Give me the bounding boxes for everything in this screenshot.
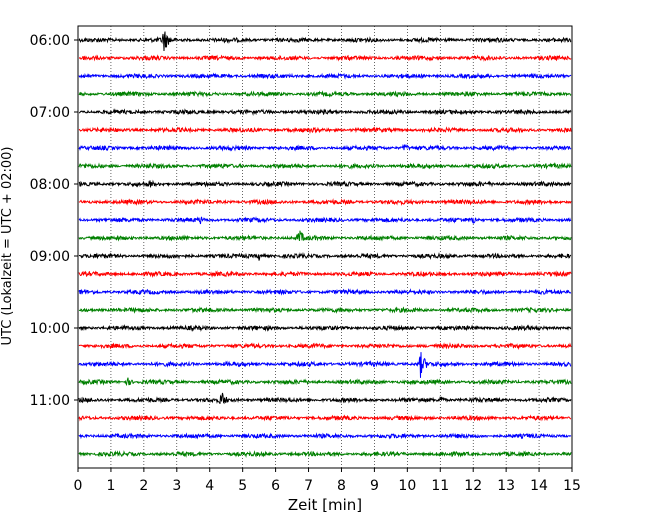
- seismogram-trace: [78, 108, 572, 116]
- y-tick-label: 10:00: [30, 321, 70, 337]
- x-tick-label: 13: [497, 478, 515, 494]
- x-axis-ticks: 0 1 2 3 4 5 6 7 8 9 10 11 12 13 14 15: [74, 468, 581, 494]
- seismogram-trace: [78, 31, 572, 52]
- x-tick-label: 9: [370, 478, 379, 494]
- x-tick-label: 5: [238, 478, 247, 494]
- seismogram-trace: [78, 306, 572, 314]
- x-tick-label: 7: [304, 478, 313, 494]
- seismogram-trace: [78, 342, 572, 351]
- seismogram-trace: [78, 324, 572, 332]
- y-tick-label: 07:00: [30, 105, 70, 121]
- seismogram-trace: [78, 352, 572, 378]
- seismogram-trace: [78, 90, 572, 98]
- seismogram-traces: [78, 31, 572, 459]
- seismogram-trace: [78, 377, 572, 387]
- seismogram-trace: [78, 126, 572, 134]
- y-tick-label: 08:00: [30, 177, 70, 193]
- x-tick-label: 4: [205, 478, 214, 494]
- x-tick-label: 2: [139, 478, 148, 494]
- plot-frame: [77, 25, 573, 469]
- seismogram-trace: [79, 54, 572, 62]
- x-axis-label: Zeit [min]: [288, 496, 362, 514]
- x-tick-label: 12: [464, 478, 482, 494]
- seismogram-trace: [78, 414, 572, 422]
- x-tick-label: 3: [172, 478, 181, 494]
- x-tick-label: 14: [530, 478, 548, 494]
- x-tick-label: 8: [337, 478, 346, 494]
- x-tick-label: 11: [431, 478, 449, 494]
- x-tick-label: 6: [271, 478, 280, 494]
- seismogram-trace: [78, 179, 572, 188]
- seismogram-trace: [78, 72, 572, 80]
- seismogram-trace: [78, 432, 572, 440]
- seismogram-trace: [78, 252, 572, 261]
- y-tick-label: 09:00: [30, 249, 70, 265]
- seismogram-trace: [78, 161, 572, 170]
- seismogram-trace: [78, 230, 572, 242]
- x-tick-label: 0: [74, 478, 83, 494]
- x-tick-label: 1: [106, 478, 115, 494]
- y-axis-label: UTC (Lokalzeit = UTC + 02:00): [0, 147, 15, 346]
- y-tick-label: 11:00: [30, 393, 70, 409]
- seismogram-trace: [78, 287, 572, 296]
- seismogram-trace: [78, 392, 572, 405]
- x-tick-label: 15: [563, 478, 581, 494]
- seismogram-trace: [78, 198, 572, 207]
- seismogram-trace: [78, 216, 572, 225]
- y-tick-label: 06:00: [30, 33, 70, 49]
- seismogram-trace: [78, 270, 572, 279]
- x-tick-label: 10: [398, 478, 416, 494]
- seismogram-trace: [78, 143, 572, 152]
- seismogram-trace: [78, 450, 572, 459]
- y-axis-ticks: 06:00 07:00 08:00 09:00 10:00 11:00: [30, 33, 78, 409]
